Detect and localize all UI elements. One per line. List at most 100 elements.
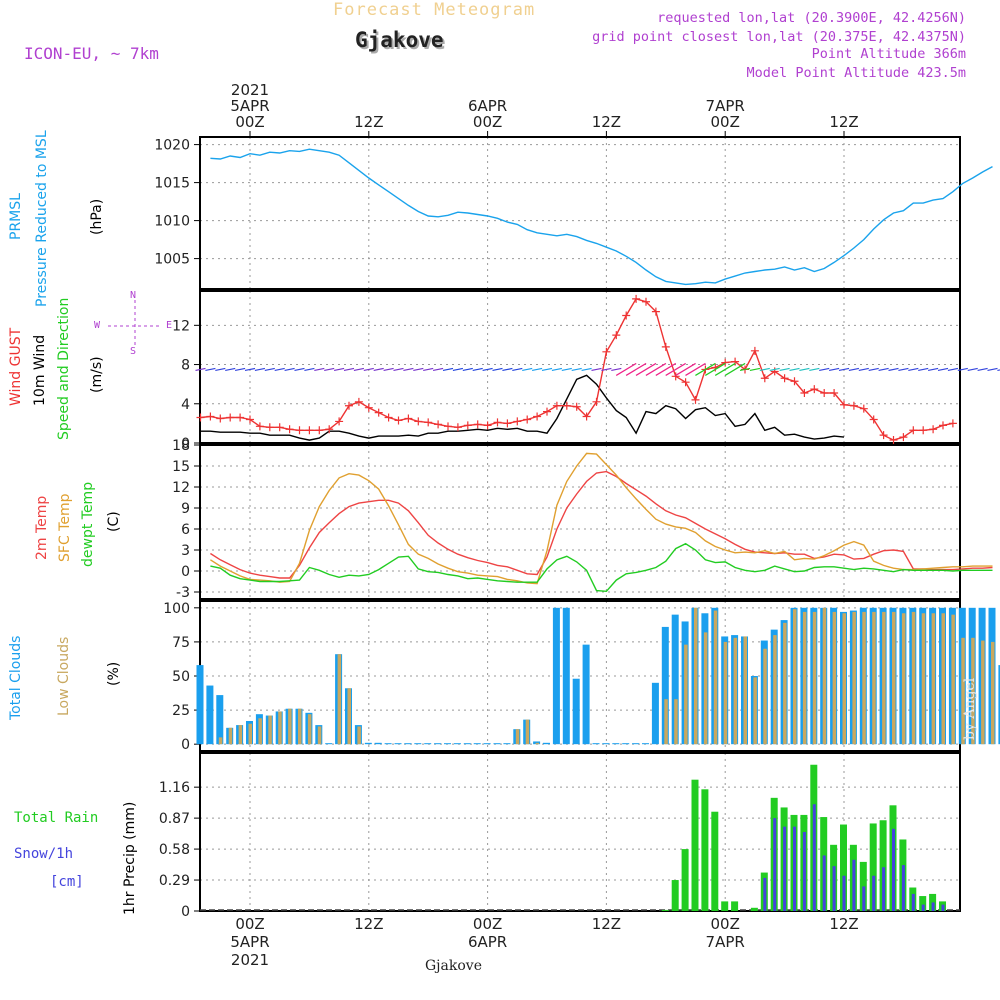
total-cloud-bar xyxy=(503,743,511,745)
low-cloud-bar xyxy=(278,711,282,745)
wind-direction-arrow xyxy=(779,367,790,372)
total-cloud-bar xyxy=(562,607,570,745)
snow-bar xyxy=(773,818,777,911)
snow-bar xyxy=(911,893,915,911)
total-cloud-bar xyxy=(592,743,600,745)
wind-direction-arrow xyxy=(541,367,553,372)
wind-direction-arrow xyxy=(704,362,726,376)
low-cloud-bar xyxy=(901,613,906,745)
wind-direction-arrow xyxy=(413,367,424,372)
time-label-bottom: 00Z xyxy=(711,915,740,933)
wind-gust-marker xyxy=(919,426,928,435)
wind-direction-arrow xyxy=(967,367,978,372)
wind-gust-marker xyxy=(345,401,353,410)
time-label-bottom: 2021 xyxy=(231,951,269,969)
low-cloud-bar xyxy=(991,641,995,745)
time-label-top: 5APR xyxy=(230,97,269,115)
y-tick-label: 18 xyxy=(172,438,190,454)
total-cloud-bar xyxy=(671,614,679,745)
time-label-bottom: 12Z xyxy=(829,915,858,933)
low-cloud-bar xyxy=(317,726,322,745)
wind-gust-marker xyxy=(731,357,740,366)
total-cloud-bar xyxy=(602,743,610,745)
precip-ylabel: 1hr Precip (mm) xyxy=(122,801,138,915)
wind-direction-arrow xyxy=(601,367,612,372)
rain-bar xyxy=(701,789,709,911)
rain-bar xyxy=(671,880,679,911)
wind-gust-marker xyxy=(790,377,799,386)
wind-direction-arrow xyxy=(373,367,384,372)
low-cloud-bar xyxy=(882,611,886,745)
rain-bar xyxy=(721,901,729,911)
wind-direction-arrow xyxy=(645,362,667,376)
total-cloud-bar xyxy=(493,743,501,745)
grid-point-coords: grid point closest lon,lat (20.375E, 42.… xyxy=(592,29,966,45)
wind-gust-marker xyxy=(929,425,938,434)
total-cloud-bar xyxy=(632,743,640,745)
low-cloud-bar xyxy=(892,611,896,745)
wind-gust-marker xyxy=(434,420,443,429)
wind-gust-marker xyxy=(632,294,641,303)
footer-location: Gjakove xyxy=(425,958,482,974)
y-tick-label: 15 xyxy=(172,459,190,475)
wind-gust-marker xyxy=(364,403,373,412)
time-label-top: 00Z xyxy=(235,113,264,131)
total-cloud-bar xyxy=(552,607,560,745)
wind-gust-marker xyxy=(948,419,957,428)
wind-direction-arrow xyxy=(695,362,716,376)
rain-bar xyxy=(869,823,877,911)
low-cloud-bar xyxy=(337,654,342,745)
wind-direction-arrow xyxy=(294,367,305,372)
wind-gust-marker xyxy=(354,397,363,406)
wind-direction-arrow xyxy=(472,367,483,372)
total-cloud-bar xyxy=(196,665,204,745)
wind-direction-arrow xyxy=(482,367,493,372)
wind-gust-marker xyxy=(463,421,472,430)
total-cloud-bar xyxy=(424,743,432,745)
rain-bar xyxy=(750,907,758,911)
total-cloud-bar xyxy=(394,743,402,745)
wind-direction-arrow xyxy=(611,367,622,372)
wind-direction-arrow xyxy=(591,367,602,372)
wind-direction-arrow xyxy=(918,367,929,372)
wind-direction-arrow xyxy=(234,367,246,372)
low-cloud-bar xyxy=(921,613,926,745)
time-label-top: 12Z xyxy=(354,113,383,131)
low-cloud-bar xyxy=(684,644,688,745)
wind-gust-marker xyxy=(661,342,670,351)
y-tick-label: 1015 xyxy=(154,176,190,192)
y-tick-label: -3 xyxy=(176,585,190,601)
wind-unit-label: (m/s) xyxy=(89,356,105,393)
wind-direction-arrow xyxy=(898,367,909,372)
wind-gust-marker xyxy=(622,311,631,320)
wind-direction-arrow xyxy=(215,367,226,372)
wind-gust-marker xyxy=(602,347,611,356)
low-cloud-bar xyxy=(713,610,718,745)
wind-gust-marker xyxy=(750,346,759,355)
low-cloud-bar xyxy=(822,607,827,745)
wind-gust-marker xyxy=(315,426,324,435)
prmsl-unit-label: (hPa) xyxy=(89,198,105,235)
wind-gust-marker xyxy=(612,331,621,340)
low-cloud-bar xyxy=(357,726,361,745)
wind-gust-marker xyxy=(651,307,660,316)
wind-gust-marker xyxy=(909,426,918,435)
total-cloud-bar xyxy=(612,743,620,745)
low-cloud-bar xyxy=(268,715,272,745)
wind-direction-arrow xyxy=(581,367,592,372)
wind-gust-marker xyxy=(820,388,829,397)
snow-bar xyxy=(793,826,796,911)
wind-gust-marker xyxy=(424,418,433,427)
y-tick-label: 75 xyxy=(172,635,190,651)
wind-gust-marker xyxy=(285,425,294,434)
low-cloud-bar xyxy=(258,718,262,745)
point-altitude: Point Altitude 366m xyxy=(811,46,966,62)
time-label-bottom: 6APR xyxy=(468,933,507,951)
wind-direction-arrow xyxy=(759,367,770,372)
wind-gust-marker xyxy=(681,378,690,387)
y-tick-label: 12 xyxy=(172,480,190,496)
total-cloud-bar xyxy=(444,743,451,745)
low-cloud-bar xyxy=(307,714,312,745)
snow-bar xyxy=(921,904,925,911)
total-cloud-bar xyxy=(216,695,224,745)
